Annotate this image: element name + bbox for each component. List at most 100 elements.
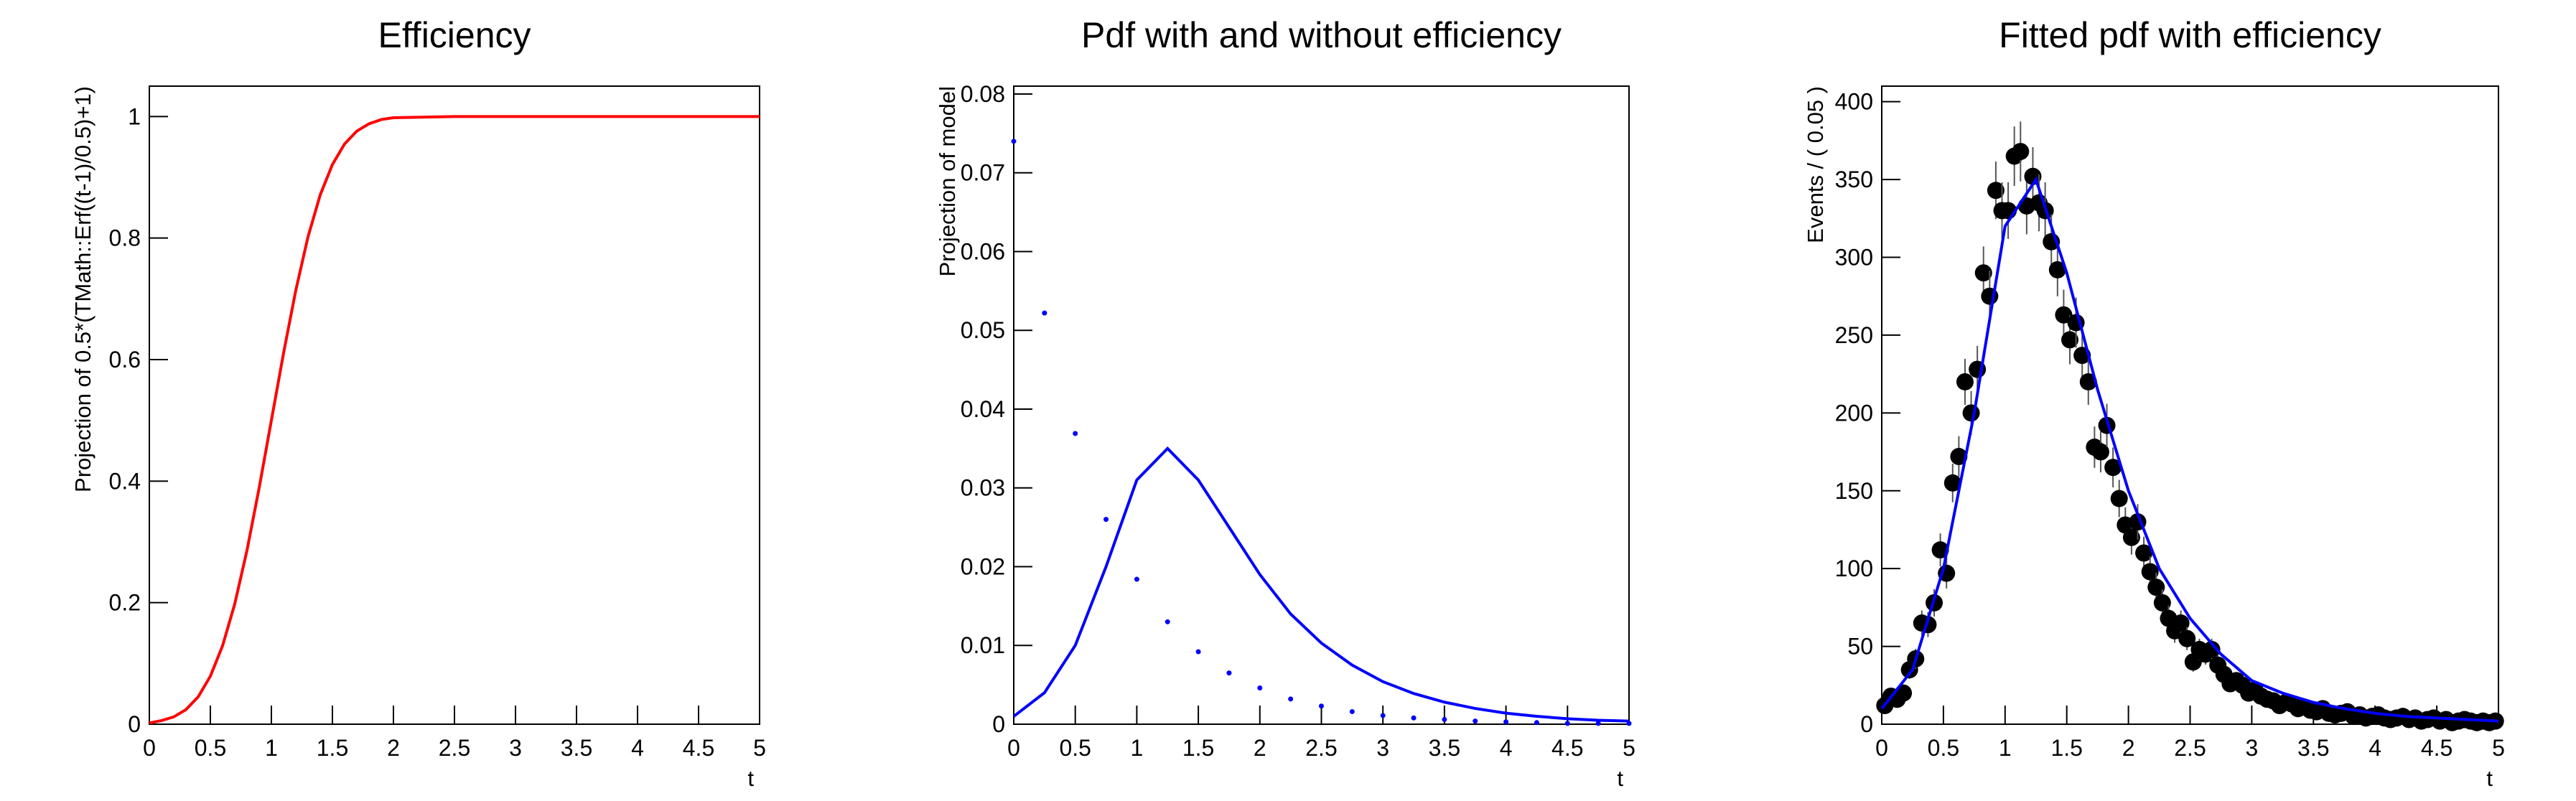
- plot-frame: [149, 85, 760, 725]
- data-point: [2061, 331, 2078, 349]
- x-tick-label: 1.5: [2050, 735, 2082, 761]
- x-tick-label: 3: [509, 735, 522, 761]
- x-tick-label: 1: [265, 735, 278, 761]
- chart-panel: Pdf with and without efficiency t Projecti…: [935, 15, 1635, 791]
- dot: [1103, 517, 1109, 523]
- data-point: [2055, 306, 2073, 324]
- dot: [1595, 721, 1601, 726]
- dot: [1165, 619, 1170, 624]
- data-point: [2079, 373, 2097, 390]
- x-tick-label: 5: [2492, 735, 2505, 761]
- y-tick-label: 0.08: [961, 81, 1005, 107]
- data-point: [1962, 404, 1980, 422]
- data-point: [2135, 544, 2153, 562]
- x-tick-label: 4: [1500, 735, 1513, 761]
- chart-title: Pdf with and without efficiency: [1081, 15, 1562, 55]
- y-tick-label: 200: [1835, 400, 1873, 426]
- x-tick-label: 4.5: [2421, 735, 2453, 761]
- x-axis-label: t: [2486, 766, 2493, 791]
- data-point: [1931, 541, 1949, 559]
- dot: [1503, 719, 1509, 725]
- y-tick-label: 0.03: [961, 475, 1005, 501]
- dot: [1626, 721, 1632, 726]
- dot: [1411, 715, 1417, 721]
- plot-frame: [1013, 85, 1630, 725]
- x-tick-label: 1: [1131, 735, 1144, 761]
- y-tick-label: 250: [1835, 322, 1873, 348]
- y-tick-label: 50: [1847, 634, 1873, 660]
- data-point: [2091, 443, 2109, 461]
- dot: [1011, 139, 1017, 144]
- x-tick-label: 3.5: [561, 735, 592, 761]
- x-tick-label: 0: [1007, 735, 1020, 761]
- y-tick-label: 0.04: [961, 396, 1005, 422]
- x-axis-label: t: [1617, 766, 1623, 791]
- x-tick-label: 0.5: [195, 735, 226, 761]
- x-tick-label: 2: [1254, 735, 1266, 761]
- x-tick-label: 0: [1875, 735, 1888, 761]
- y-axis-label: Projection of 0.5*(TMath::Erf((t-1)/0.5)…: [70, 86, 95, 492]
- x-tick-label: 2.5: [439, 735, 470, 761]
- data-point: [1987, 182, 2005, 200]
- y-tick-label: 0.05: [961, 317, 1005, 343]
- dot: [1534, 720, 1539, 726]
- y-tick-label: 0.2: [109, 590, 141, 616]
- dot: [1380, 713, 1386, 718]
- x-tick-label: 1.5: [1182, 735, 1214, 761]
- data-point: [2172, 614, 2190, 632]
- x-tick-label: 3: [1376, 735, 1389, 761]
- data-point: [1950, 448, 1968, 466]
- data-point: [2122, 528, 2140, 546]
- x-tick-label: 0: [143, 735, 156, 761]
- x-tick-label: 3.5: [2297, 735, 2329, 761]
- x-tick-label: 5: [753, 735, 766, 761]
- dot: [1073, 431, 1078, 436]
- x-tick-label: 5: [1623, 735, 1635, 761]
- y-tick-label: 0.07: [961, 160, 1005, 186]
- dot: [1134, 576, 1139, 582]
- dot: [1288, 696, 1294, 702]
- data-point: [2104, 459, 2122, 477]
- data-point: [2110, 490, 2128, 507]
- x-tick-label: 3.5: [1429, 735, 1460, 761]
- dot: [1319, 703, 1324, 709]
- dot: [1257, 685, 1263, 691]
- y-tick-label: 100: [1835, 556, 1873, 581]
- x-tick-label: 0.5: [1928, 735, 1959, 761]
- x-tick-label: 4: [2369, 735, 2381, 761]
- y-tick-label: 300: [1835, 245, 1873, 271]
- data-point: [2147, 578, 2165, 596]
- y-tick-label: 1: [128, 103, 141, 129]
- curve: [1012, 446, 1630, 723]
- y-tick-label: 0.4: [109, 468, 141, 494]
- y-tick-label: 0.01: [961, 632, 1005, 658]
- x-axis-label: t: [747, 766, 754, 791]
- chart-panel: Fitted pdf with efficiency t Events / ( 0.…: [1803, 15, 2505, 791]
- chart-title: Fitted pdf with efficiency: [1999, 15, 2381, 55]
- x-tick-label: 2.5: [2174, 735, 2206, 761]
- dot: [1042, 310, 1047, 316]
- data-point: [2178, 629, 2196, 647]
- x-tick-label: 3: [2246, 735, 2259, 761]
- dot: [1473, 718, 1478, 724]
- curve: [149, 115, 760, 725]
- y-tick-label: 150: [1835, 478, 1873, 504]
- y-tick-label: 0.06: [961, 238, 1005, 264]
- y-axis-label: Projection of model: [935, 86, 960, 276]
- dot: [1195, 649, 1201, 655]
- x-tick-label: 2: [2122, 735, 2135, 761]
- x-tick-label: 1: [1999, 735, 2012, 761]
- x-tick-label: 0.5: [1059, 735, 1091, 761]
- y-tick-label: 0: [128, 711, 141, 737]
- data-point: [2153, 594, 2171, 612]
- data-point: [1956, 373, 1974, 390]
- y-tick-label: 0.02: [961, 553, 1005, 579]
- data-point: [2141, 563, 2159, 581]
- x-tick-label: 2: [387, 735, 400, 761]
- curve: [1880, 176, 2499, 723]
- dot: [1226, 670, 1232, 676]
- y-tick-label: 400: [1835, 89, 1873, 115]
